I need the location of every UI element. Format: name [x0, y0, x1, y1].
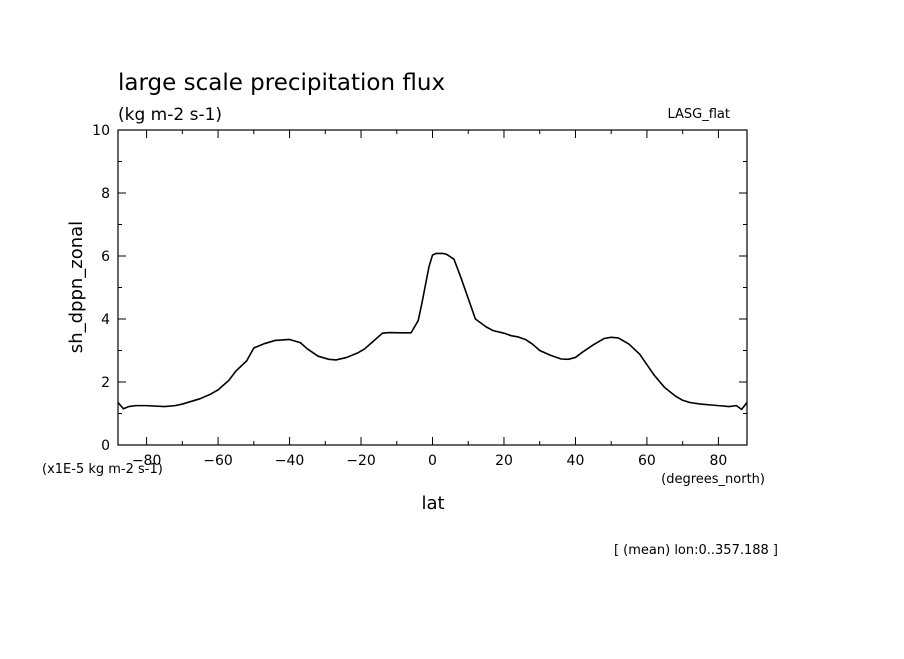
x-axis-title: lat — [421, 493, 444, 514]
plot-frame — [117, 129, 748, 446]
x-axis-tick-labels: −80 −60 −40 −20 0 20 40 60 80 — [132, 453, 728, 469]
series-line — [117, 252, 748, 411]
x-tick-label: −40 — [275, 453, 305, 469]
y-scale-note: (x1E-5 kg m-2 s-1) — [42, 462, 163, 477]
chart-subtitle-units: (kg m-2 s-1) — [118, 105, 222, 125]
x-tick-label: 60 — [638, 453, 656, 469]
x-axis-ticks — [146, 130, 719, 445]
y-tick-label: 4 — [101, 312, 110, 328]
x-tick-label: 80 — [709, 453, 727, 469]
x-tick-label: −20 — [346, 453, 376, 469]
y-tick-label: 10 — [92, 123, 110, 139]
y-axis-title: sh_dppn_zonal — [66, 221, 87, 353]
x-tick-label: −80 — [132, 453, 162, 469]
x-tick-label: −60 — [203, 453, 233, 469]
y-axis-ticks — [118, 129, 747, 446]
y-axis-tick-labels: 0 2 4 6 8 10 — [92, 123, 110, 454]
y-tick-label: 2 — [101, 375, 110, 391]
y-tick-label: 6 — [101, 249, 110, 265]
footnote: [ (mean) lon:0..357.188 ] — [614, 543, 778, 558]
x-tick-label: 20 — [495, 453, 513, 469]
x-axis-units: (degrees_north) — [661, 472, 765, 487]
y-tick-label: 8 — [101, 186, 110, 202]
x-tick-label: 40 — [567, 453, 585, 469]
model-label: LASG_flat — [667, 107, 730, 122]
x-tick-label: 0 — [428, 453, 437, 469]
chart-title: large scale precipitation flux — [118, 70, 445, 96]
y-tick-label: 0 — [101, 438, 110, 454]
